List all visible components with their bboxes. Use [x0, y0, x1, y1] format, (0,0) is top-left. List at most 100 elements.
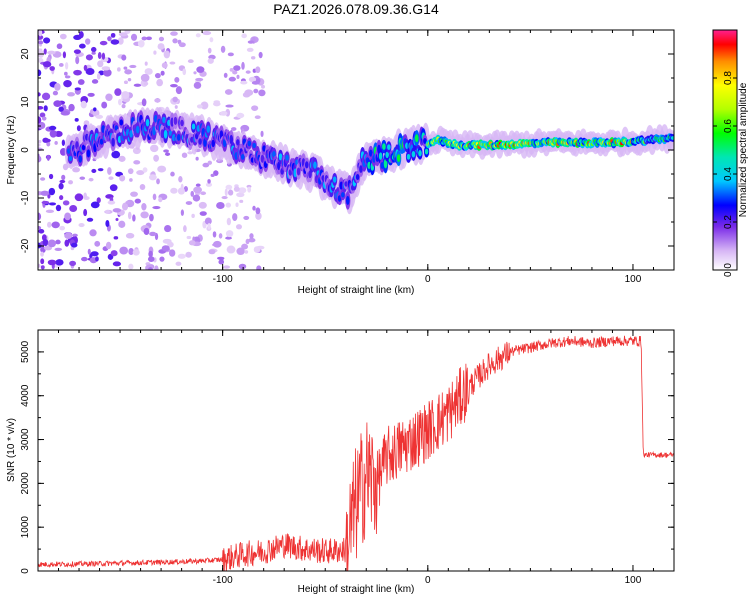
spectrogram-noise-blob — [73, 49, 81, 54]
spectrogram-noise-blob — [195, 33, 201, 38]
spectrogram-noise-blob — [200, 101, 209, 110]
spectrogram-noise-blob — [157, 43, 165, 50]
spectrogram-noise-blob — [182, 68, 187, 76]
spectrogram-noise-blob — [225, 236, 232, 240]
spectrogram-noise-blob — [54, 247, 63, 252]
spectrogram-noise-blob — [205, 182, 213, 187]
spectrogram-noise-blob — [93, 107, 97, 112]
spectrogram-noise-blob — [38, 155, 42, 163]
spectrogram-noise-blob — [195, 77, 204, 82]
spectrogram-noise-blob — [247, 40, 254, 44]
spectrogram-noise-blob — [81, 256, 88, 262]
spectrogram-noise-blob — [253, 88, 259, 94]
x-tick-label: 100 — [625, 274, 642, 285]
spectrogram-noise-blob — [38, 34, 44, 40]
spectrogram-noise-blob — [220, 45, 226, 53]
spectrogram-noise-blob — [163, 50, 171, 59]
spectrogram-noise-blob — [123, 66, 128, 70]
spectrogram-noise-blob — [129, 178, 133, 182]
spectrogram-ridge-core — [359, 165, 363, 173]
x-tick-label: 100 — [625, 575, 642, 586]
spectrogram-ridge-core — [176, 133, 181, 141]
spectrogram-noise-blob — [196, 104, 203, 109]
spectrogram-noise-blob — [129, 64, 137, 69]
spectrogram-noise-blob — [219, 257, 224, 262]
spectrogram-noise-blob — [202, 162, 210, 168]
spectrogram-noise-blob — [149, 231, 157, 237]
spectrogram-noise-blob — [187, 151, 194, 155]
spectrogram-noise-blob — [159, 256, 165, 262]
spectrogram-noise-blob — [167, 241, 174, 248]
spectrogram-noise-blob — [95, 256, 99, 262]
spectrogram-ridge-core — [345, 195, 350, 206]
spectrogram-noise-blob — [140, 211, 149, 219]
spectrogram-ridge-core — [99, 138, 104, 145]
spectrogram-noise-blob — [51, 221, 60, 229]
spectrogram-noise-blob — [58, 182, 64, 190]
spectrogram-noise-blob — [174, 105, 178, 109]
spectrogram-noise-blob — [44, 138, 51, 143]
spectrogram-noise-blob — [38, 92, 41, 97]
spectrogram-noise-blob — [110, 32, 116, 38]
spectrogram-noise-blob — [132, 214, 136, 222]
spectrogram-noise-blob — [157, 165, 167, 173]
spectrogram-noise-blob — [198, 201, 207, 209]
spectrogram-noise-blob — [47, 50, 56, 55]
spectrogram-noise-blob — [80, 100, 87, 109]
colorbar-tick-label: 0.8 — [723, 71, 734, 85]
spectrogram-noise-blob — [236, 247, 245, 256]
spectrogram-noise-blob — [61, 174, 66, 181]
spectrogram-noise-blob — [47, 259, 57, 266]
spectrogram-noise-blob — [202, 30, 212, 36]
spectrogram-noise-blob — [79, 176, 86, 180]
spectrogram-ridge-core — [163, 129, 168, 139]
spectrogram-noise-blob — [238, 263, 247, 270]
spectrogram-noise-blob — [54, 82, 61, 91]
spectrogram-noise-blob — [96, 72, 101, 80]
spectrogram-noise-blob — [78, 31, 84, 39]
spectrogram-noise-blob — [40, 265, 45, 270]
spectrogram-noise-blob — [158, 36, 165, 42]
spectrogram-noise-blob — [146, 36, 152, 41]
spectrogram-noise-blob — [59, 225, 66, 231]
spectrogram-noise-blob — [210, 173, 215, 177]
spectrogram-noise-blob — [49, 66, 55, 71]
spectrogram-ridge-core — [260, 154, 265, 163]
spectrogram-noise-blob — [261, 84, 266, 89]
spectrogram-ridge-core — [387, 144, 391, 150]
spectrogram-noise-blob — [199, 211, 207, 216]
spectrogram-noise-blob — [128, 263, 134, 270]
spectrogram-noise-blob — [86, 217, 94, 222]
spectrogram-noise-blob — [212, 231, 217, 238]
spectrogram-ridge-core — [383, 158, 388, 169]
spectrogram-noise-blob — [239, 199, 244, 203]
spectrogram-noise-blob — [38, 121, 46, 130]
spectrogram-noise-blob — [83, 208, 88, 217]
spectrogram-noise-blob — [46, 154, 50, 161]
spectrogram-noise-blob — [144, 61, 148, 66]
spectrogram-noise-blob — [47, 221, 52, 228]
spectrogram-noise-blob — [161, 62, 168, 69]
spectrogram-noise-blob — [38, 40, 44, 45]
spectrogram-noise-blob — [117, 37, 124, 45]
spectrogram-noise-blob — [170, 171, 175, 177]
spectrogram-noise-blob — [58, 63, 64, 67]
x-tick-label: 0 — [425, 274, 431, 285]
spectrogram-noise-blob — [224, 89, 233, 95]
spectrogram-noise-blob — [236, 112, 245, 119]
spectrogram-noise-blob — [253, 246, 261, 253]
spectrogram-noise-blob — [148, 250, 153, 258]
spectrogram-noise-blob — [89, 229, 97, 237]
spectrogram-noise-blob — [109, 184, 118, 192]
spectrogram-noise-blob — [97, 60, 104, 68]
colorbar-label: Normalized spectral amplitude — [738, 82, 749, 217]
spectrogram-noise-blob — [164, 152, 171, 156]
spectrogram-noise-blob — [256, 265, 262, 270]
spectrogram-noise-blob — [121, 91, 130, 99]
spectrogram-noise-blob — [240, 80, 248, 85]
spectrogram-noise-blob — [97, 168, 104, 172]
spectrogram-noise-blob — [207, 179, 211, 184]
spectrogram-noise-blob — [225, 230, 234, 238]
spectrogram-noise-blob — [41, 116, 47, 121]
